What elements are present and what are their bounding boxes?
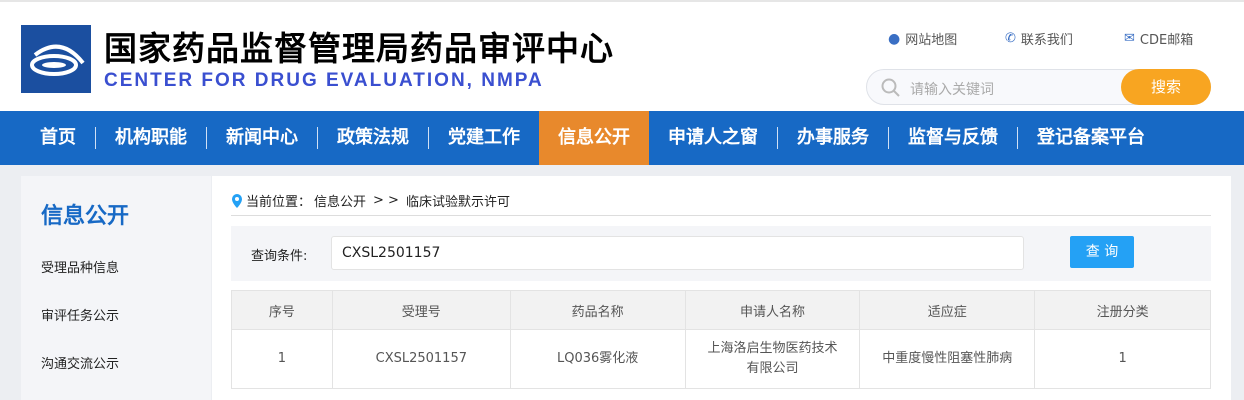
nav-home[interactable]: 首页	[40, 127, 76, 148]
nav-supervision[interactable]: 监督与反馈	[908, 127, 998, 148]
cell-index: 1	[231, 329, 333, 389]
map-pin-icon: ●	[888, 30, 901, 47]
col-applicant: 申请人名称	[684, 290, 861, 330]
nav-divider	[428, 127, 429, 149]
nav-divider	[317, 127, 318, 149]
site-title-cn: 国家药品监督管理局药品审评中心	[104, 29, 614, 68]
sidebar-title: 信息公开	[41, 204, 130, 229]
nav-divider	[1017, 127, 1018, 149]
sidebar-item-review-tasks[interactable]: 审评任务公示	[41, 309, 120, 324]
col-acceptance-no: 受理号	[331, 290, 511, 330]
cde-mail-link[interactable]: ✉ CDE邮箱	[1124, 29, 1193, 48]
col-index: 序号	[231, 290, 333, 330]
nav-divider	[95, 127, 96, 149]
query-panel: 查询条件: CXSL2501157 查 询	[231, 226, 1211, 281]
search-input[interactable]: 请输入关键词	[910, 82, 994, 98]
nav-party[interactable]: 党建工作	[448, 127, 520, 148]
search-box[interactable]: 请输入关键词 搜索	[866, 69, 1211, 105]
nav-divider	[888, 127, 889, 149]
nav-registration[interactable]: 登记备案平台	[1037, 127, 1145, 148]
breadcrumb-prefix: 当前位置：	[246, 195, 312, 210]
contact-link[interactable]: ✆ 联系我们	[1005, 29, 1073, 48]
link-label: 联系我们	[1020, 33, 1073, 48]
col-registration-class: 注册分类	[1034, 290, 1211, 330]
link-label: CDE邮箱	[1139, 33, 1194, 48]
nav-applicant[interactable]: 申请人之窗	[668, 127, 758, 148]
sidebar: 信息公开 受理品种信息 审评任务公示 沟通交流公示	[21, 176, 211, 400]
cell-acceptance-no: CXSL2501157	[331, 329, 511, 389]
nav-news[interactable]: 新闻中心	[226, 127, 298, 148]
sidebar-item-accepted[interactable]: 受理品种信息	[41, 261, 120, 276]
main-content: 当前位置： 信息公开 > > 临床试验默示许可 查询条件: CXSL250115…	[212, 176, 1231, 400]
header: 国家药品监督管理局药品审评中心 CENTER FOR DRUG EVALUATI…	[0, 0, 1244, 111]
nav-divider	[777, 127, 778, 149]
cde-logo[interactable]	[21, 25, 91, 93]
table-row: 1 CXSL2501157 LQ036雾化液 上海洛启生物医药技术有限公司 中重…	[231, 329, 1211, 389]
query-input[interactable]: CXSL2501157	[331, 236, 1024, 270]
divider	[231, 215, 1211, 216]
col-indication: 适应症	[859, 290, 1036, 330]
table-header-row: 序号 受理号 药品名称 申请人名称 适应症 注册分类	[231, 290, 1211, 330]
site-map-link[interactable]: ● 网站地图	[888, 29, 958, 49]
cell-applicant: 上海洛启生物医药技术有限公司	[684, 329, 861, 389]
cell-indication: 中重度慢性阻塞性肺病	[859, 329, 1036, 389]
site-title-en: CENTER FOR DRUG EVALUATION, NMPA	[104, 70, 544, 91]
breadcrumb-section[interactable]: 信息公开	[314, 195, 367, 210]
nav-policy[interactable]: 政策法规	[337, 127, 409, 148]
breadcrumb: 当前位置： 信息公开 > > 临床试验默示许可	[231, 191, 510, 210]
results-table: 序号 受理号 药品名称 申请人名称 适应症 注册分类 1 CXSL2501157…	[231, 290, 1211, 389]
search-icon	[881, 78, 900, 97]
nav-info-disclosure[interactable]: 信息公开	[539, 111, 649, 165]
sidebar-item-communication[interactable]: 沟通交流公示	[41, 357, 120, 372]
nav-divider	[206, 127, 207, 149]
link-label: 网站地图	[905, 33, 958, 48]
search-button[interactable]: 搜索	[1121, 69, 1211, 105]
mail-icon: ✉	[1124, 31, 1135, 46]
cell-registration-class: 1	[1034, 329, 1211, 389]
query-label: 查询条件:	[251, 249, 308, 264]
nav-services[interactable]: 办事服务	[797, 127, 869, 148]
breadcrumb-page: 临床试验默示许可	[405, 195, 510, 210]
cell-drug-name: LQ036雾化液	[509, 329, 686, 389]
breadcrumb-separator: > >	[373, 193, 399, 208]
location-icon	[232, 193, 242, 208]
nav-organization[interactable]: 机构职能	[115, 127, 187, 148]
main-nav: 首页 机构职能 新闻中心 政策法规 党建工作 信息公开 申请人之窗 办事服务 监…	[0, 111, 1244, 165]
col-drug-name: 药品名称	[509, 290, 686, 330]
query-button[interactable]: 查 询	[1070, 236, 1134, 268]
phone-icon: ✆	[1005, 31, 1016, 46]
